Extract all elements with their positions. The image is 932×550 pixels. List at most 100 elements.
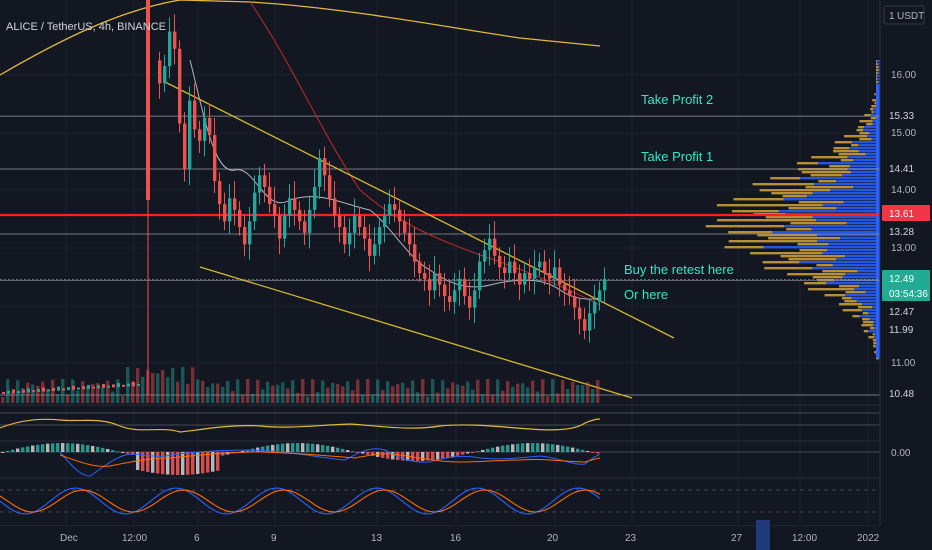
volume-bar	[276, 384, 280, 403]
macd-bar	[556, 444, 560, 452]
volume-bar	[316, 391, 320, 403]
profile-bar	[871, 138, 880, 141]
candle-body	[323, 158, 327, 176]
macd-bar	[296, 443, 300, 452]
macd-bar	[571, 447, 575, 452]
profile-bar	[816, 264, 833, 267]
candle-body	[168, 31, 172, 67]
candle-body	[508, 261, 512, 274]
profile-bar	[861, 303, 880, 306]
candle-body	[428, 278, 432, 291]
volume-bar	[131, 381, 135, 403]
profile-bar	[812, 267, 880, 270]
profile-bar	[859, 132, 870, 135]
profile-bar	[840, 159, 854, 162]
candle-body	[47, 389, 50, 392]
candle-body	[403, 221, 407, 233]
macd-bar	[531, 443, 535, 452]
candle-body	[438, 273, 442, 285]
profile-bar	[862, 312, 869, 315]
candle-body	[388, 204, 392, 216]
candle-body	[523, 273, 527, 285]
price-axis[interactable]	[880, 0, 932, 526]
profile-bar	[858, 126, 865, 129]
macd-bar	[121, 452, 125, 453]
candle-body	[198, 129, 202, 141]
profile-bar	[859, 138, 872, 141]
candle-body	[298, 209, 302, 222]
profile-bar	[864, 114, 871, 117]
price-label: 03:54:36	[889, 289, 928, 300]
candle-body	[77, 387, 80, 390]
macd-bar	[41, 444, 45, 452]
candle-body	[593, 301, 597, 314]
candle-body	[463, 278, 467, 297]
profile-bar	[797, 243, 829, 246]
price-tick: 14.00	[891, 185, 916, 196]
macd-bar	[426, 452, 430, 461]
profile-bar	[851, 171, 880, 174]
profile-bar	[732, 210, 779, 213]
profile-bar	[870, 117, 877, 120]
profile-bar	[716, 204, 823, 207]
volume-bars	[1, 367, 600, 403]
volume-bar	[326, 387, 330, 403]
candle-body	[248, 221, 252, 245]
macd-bar	[521, 443, 525, 452]
volume-profile	[705, 60, 880, 360]
candle-body	[213, 135, 217, 182]
profile-bar	[870, 327, 875, 330]
profile-bar	[858, 150, 880, 153]
time-axis[interactable]	[0, 526, 932, 550]
profile-bar	[844, 300, 857, 303]
profile-bar	[857, 270, 880, 273]
price-tick: 11.00	[891, 358, 916, 369]
volume-bar	[546, 396, 550, 403]
profile-bar	[876, 66, 879, 69]
profile-bar	[876, 60, 878, 63]
volume-bar	[51, 379, 55, 403]
profile-bar	[771, 192, 813, 195]
macd-bar	[206, 452, 210, 473]
profile-bar	[872, 99, 877, 102]
volume-bar	[256, 379, 260, 403]
candle-body	[67, 387, 70, 391]
macd-bar	[101, 447, 105, 452]
profile-bar	[728, 231, 773, 234]
macd-bar	[256, 447, 260, 452]
profile-bar	[845, 291, 866, 294]
macd-bar	[216, 452, 220, 471]
volume-bar	[446, 388, 450, 403]
profile-bar	[807, 195, 880, 198]
volume-bar	[181, 367, 185, 403]
candle-body	[22, 389, 25, 393]
macd-bar	[306, 443, 310, 452]
profile-bar	[862, 321, 874, 324]
volume-bar	[66, 395, 70, 403]
profile-bar	[878, 69, 880, 72]
macd-bar	[351, 451, 355, 453]
profile-bar	[867, 135, 880, 138]
macd-bar	[281, 443, 285, 452]
volume-bar	[481, 394, 485, 403]
macd-bar	[261, 446, 265, 452]
currency-button[interactable]: 1 USDT	[883, 5, 925, 25]
volume-bar	[216, 383, 220, 403]
macd-bar	[356, 452, 360, 453]
profile-bar	[717, 219, 817, 222]
volume-bar	[346, 381, 350, 403]
candle-body	[398, 209, 402, 222]
volume-bar	[466, 381, 470, 403]
profile-bar	[871, 105, 876, 108]
time-tick: 23	[625, 533, 637, 544]
candle-body	[513, 261, 517, 274]
candle-body	[163, 66, 167, 84]
profile-bar	[788, 258, 837, 261]
volume-bar	[321, 380, 325, 403]
profile-bar	[812, 216, 880, 219]
profile-bar	[799, 249, 828, 252]
profile-bar	[869, 318, 880, 321]
macd-bar	[86, 445, 90, 452]
